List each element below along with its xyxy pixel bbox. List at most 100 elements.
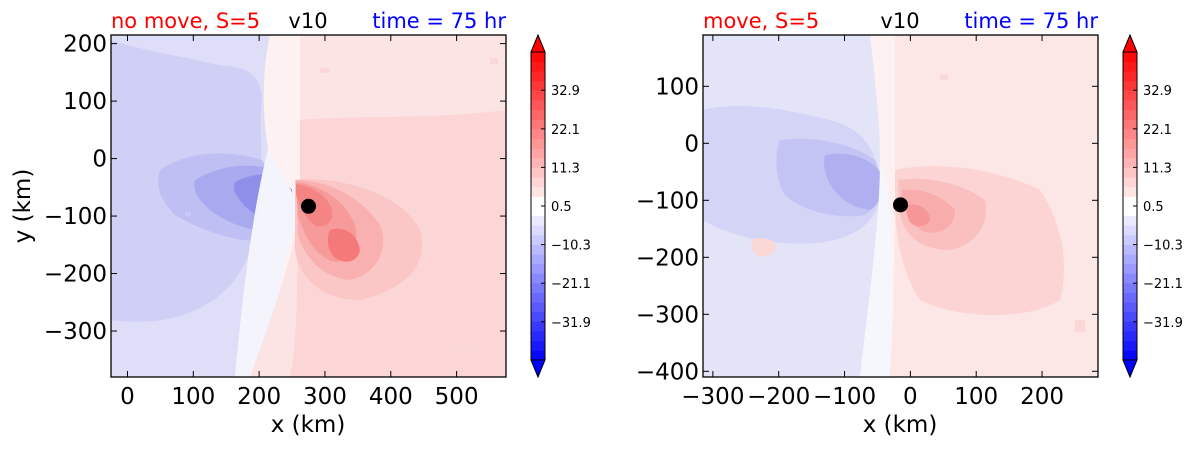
colorbar-tick-label: −21.1 — [551, 277, 591, 292]
colorbar-band — [1123, 263, 1137, 274]
colorbar-band — [1123, 215, 1137, 226]
colorbar-tick-label: 32.9 — [551, 84, 580, 99]
y-tick-label: 200 — [63, 32, 107, 58]
colorbar-band — [531, 302, 545, 313]
colorbar-band — [1123, 157, 1137, 168]
colorbar-band — [531, 331, 545, 342]
colorbar-band — [531, 292, 545, 303]
colorbar-extend-max — [1122, 33, 1138, 53]
colorbar-tick-label: −10.3 — [551, 239, 591, 254]
y-tick-label: −400 — [636, 359, 699, 385]
colorbar-band — [531, 273, 545, 284]
colorbar-band — [1123, 186, 1137, 197]
colorbar-band — [1123, 90, 1137, 101]
colorbar-band — [1123, 273, 1137, 284]
colorbar-tick-label: 0.5 — [1143, 200, 1164, 215]
x-tick-label: 200 — [1020, 384, 1064, 410]
colorbar-band — [1123, 244, 1137, 255]
colorbar-band — [1123, 119, 1137, 130]
colorbar-band — [531, 283, 545, 294]
colorbar-tick-label: 11.3 — [1143, 161, 1172, 176]
y-tick-label: −300 — [44, 319, 107, 345]
colorbar-band — [1123, 109, 1137, 120]
x-tick-label: 300 — [303, 384, 347, 410]
colorbar-extend-max — [530, 33, 546, 53]
colorbar-band — [1123, 292, 1137, 303]
colorbar-band — [1123, 71, 1137, 82]
colorbar-band — [531, 263, 545, 274]
plot-frame — [110, 34, 507, 378]
y-tick-label: −100 — [636, 188, 699, 214]
x-tick-label: 400 — [369, 384, 413, 410]
colorbar-band — [531, 311, 545, 322]
axis-ticks: 0 100 200 300 400 500 200 100 0 −100 −200 −300 — [44, 32, 506, 410]
colorbar-band — [1123, 52, 1137, 63]
y-tick-label: 100 — [63, 89, 107, 115]
colorbar-band — [1123, 196, 1137, 207]
x-tick-label: 200 — [237, 384, 281, 410]
plot-frame — [702, 34, 1099, 378]
colorbar-band — [531, 52, 545, 63]
colorbar: 32.9 22.1 11.3 0.5 −10.3 −21.1 −31.9 — [1122, 33, 1183, 379]
colorbar-band — [1123, 311, 1137, 322]
x-tick-label: 0 — [120, 384, 135, 410]
panel-right: move, S=5 v10 time = 75 hr −300 −200 −100 0… — [636, 9, 1183, 438]
colorbar-band — [1123, 177, 1137, 188]
colorbar-band — [531, 234, 545, 245]
y-tick-label: −100 — [44, 204, 107, 230]
colorbar-band — [531, 61, 545, 72]
title-center: v10 — [880, 9, 919, 33]
x-tick-label: 500 — [435, 384, 479, 410]
colorbar-tick-label: −31.9 — [551, 316, 591, 331]
colorbar-band — [531, 138, 545, 149]
title-center: v10 — [288, 9, 327, 33]
colorbar-tick-label: 22.1 — [1143, 123, 1172, 138]
x-tick-label: −100 — [813, 384, 876, 410]
colorbar-band — [531, 321, 545, 332]
colorbar-band — [531, 157, 545, 168]
colorbar-band — [531, 340, 545, 351]
colorbar-band — [1123, 302, 1137, 313]
xlabel: x (km) — [863, 412, 938, 438]
y-tick-label: 0 — [92, 147, 107, 173]
y-tick-label: 0 — [684, 131, 699, 157]
colorbar-band — [1123, 283, 1137, 294]
colorbar-band — [1123, 61, 1137, 72]
colorbar-band — [1123, 138, 1137, 149]
title-right: time = 75 hr — [372, 9, 506, 33]
colorbar-tick-label: 11.3 — [551, 161, 580, 176]
colorbar-band — [531, 90, 545, 101]
colorbar-band — [531, 167, 545, 178]
colorbar-band — [1123, 350, 1137, 361]
title-right: time = 75 hr — [964, 9, 1098, 33]
colorbar-band — [1123, 340, 1137, 351]
colorbar-band — [1123, 254, 1137, 265]
colorbar-band — [531, 177, 545, 188]
contour-field — [111, 35, 506, 377]
y-tick-label: −200 — [636, 245, 699, 271]
colorbar-band — [1123, 148, 1137, 159]
colorbar-band — [1123, 234, 1137, 245]
x-tick-label: 100 — [171, 384, 215, 410]
colorbar-band — [1123, 129, 1137, 140]
y-tick-label: −200 — [44, 262, 107, 288]
colorbar-band — [531, 206, 545, 217]
x-tick-label: 0 — [903, 384, 918, 410]
colorbar-band — [531, 80, 545, 91]
colorbar-extend-min — [530, 359, 546, 379]
colorbar-band — [531, 71, 545, 82]
x-tick-label: 100 — [954, 384, 998, 410]
colorbar-tick-label: 22.1 — [551, 123, 580, 138]
panel-left: no move, S=5 v10 time = 75 hr — [10, 9, 591, 438]
colorbar-band — [531, 215, 545, 226]
colorbar-band — [531, 254, 545, 265]
colorbar-band — [1123, 206, 1137, 217]
colorbar-tick-label: −21.1 — [1143, 277, 1183, 292]
y-tick-label: −300 — [636, 302, 699, 328]
colorbar-tick-label: 0.5 — [551, 200, 572, 215]
colorbar-band — [1123, 100, 1137, 111]
ylabel: y (km) — [10, 169, 36, 244]
colorbar-tick-label: 32.9 — [1143, 84, 1172, 99]
